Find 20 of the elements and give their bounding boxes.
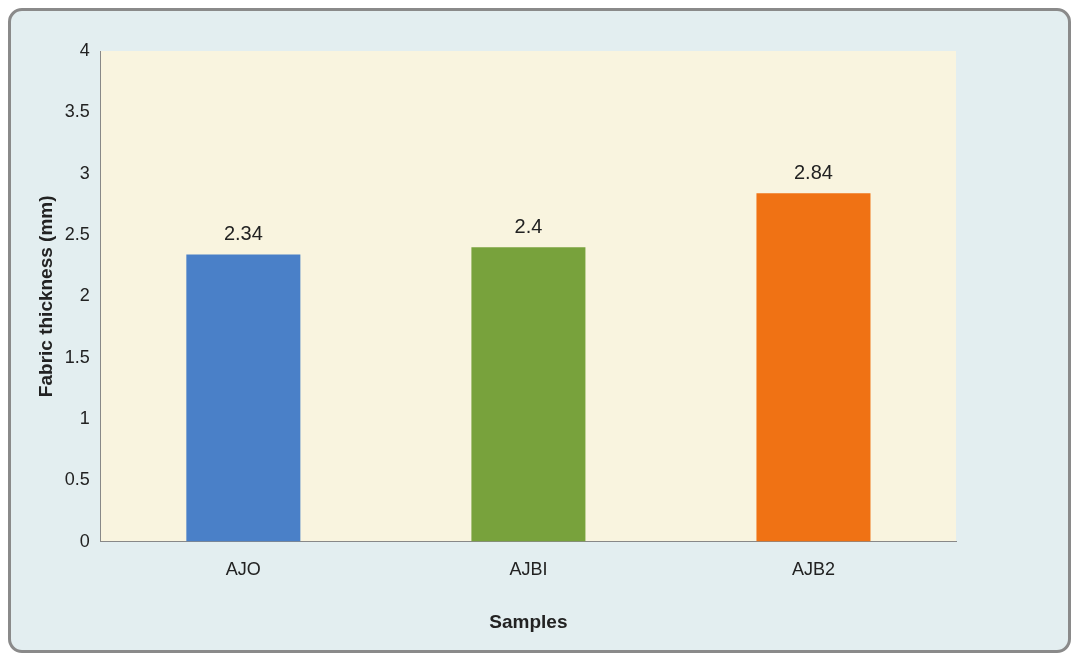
y-tick-label: 3.5 (64, 101, 90, 122)
y-tick-label: 2 (79, 285, 90, 306)
x-tick-label: AJBI (509, 559, 548, 580)
y-tick-label: 2.5 (64, 223, 90, 244)
y-axis-title: Fabric thickness (mm) (34, 195, 56, 398)
y-tick-label: 0.5 (64, 469, 90, 490)
data-label: 2.84 (794, 160, 833, 183)
y-tick-label: 0 (79, 530, 90, 551)
y-tick-label: 1.5 (64, 346, 90, 367)
y-tick-label: 1 (79, 407, 90, 428)
y-tick-label: 4 (79, 39, 90, 60)
x-axis-title: Samples (489, 610, 568, 632)
data-label: 2.34 (223, 222, 263, 245)
x-tick-label: AJO (225, 559, 261, 580)
bar (756, 193, 871, 542)
data-label: 2.4 (514, 214, 543, 237)
bar (471, 247, 586, 542)
x-tick-label: AJB2 (791, 559, 835, 580)
y-tick-label: 3 (79, 162, 90, 183)
bar (186, 254, 301, 542)
